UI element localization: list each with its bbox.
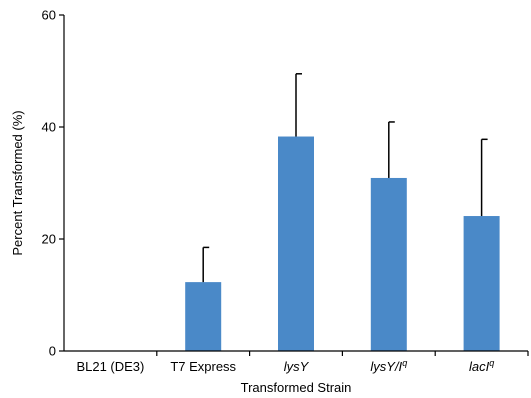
y-tick-label: 60: [42, 8, 56, 23]
bar: [370, 177, 407, 351]
bar: [463, 216, 500, 351]
y-tick-label: 0: [49, 344, 56, 359]
y-tick-label: 40: [42, 120, 56, 135]
axes-group: [63, 15, 528, 352]
x-category-label: lysY/Iq: [370, 358, 407, 374]
bar: [278, 136, 314, 351]
y-tick-label: 20: [42, 232, 56, 247]
bars-group: [185, 136, 500, 351]
x-category-label: T7 Express: [170, 359, 236, 374]
x-ticks-group: [156, 351, 529, 356]
y-ticks-group: 0 20 40 60: [42, 8, 64, 359]
x-axis-title: Transformed Strain: [241, 380, 352, 395]
bar: [185, 282, 222, 351]
y-axis-title: Percent Transformed (%): [10, 110, 25, 255]
category-labels-group: BL21 (DE3) T7 Express lysY lysY/Iq lacIq: [76, 358, 494, 374]
x-category-label: lacIq: [469, 358, 494, 374]
x-category-label: lysY: [284, 359, 310, 374]
x-category-label: BL21 (DE3): [76, 359, 144, 374]
error-bars-group: [202, 73, 488, 283]
